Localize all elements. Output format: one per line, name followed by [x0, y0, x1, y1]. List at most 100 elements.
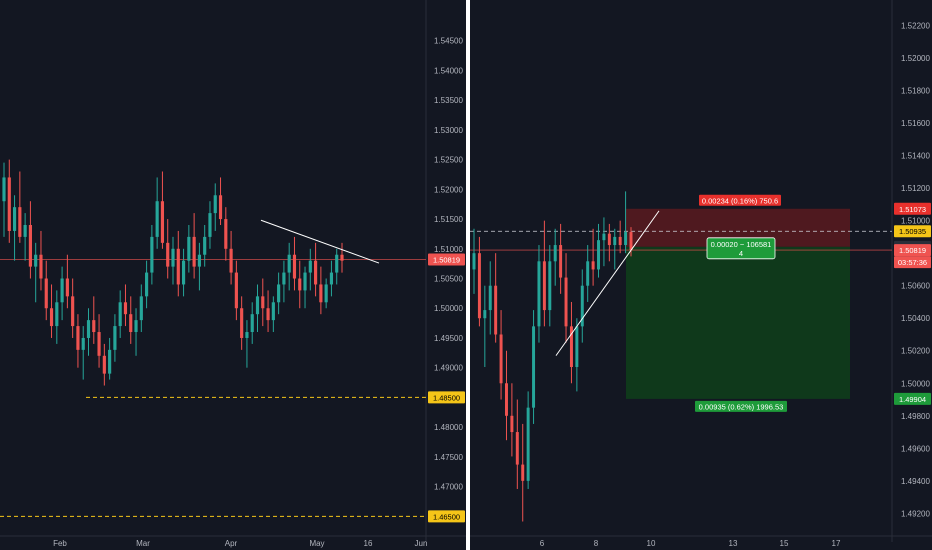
candle[interactable] — [213, 195, 217, 214]
candle[interactable] — [7, 177, 11, 231]
candle[interactable] — [187, 236, 191, 261]
candle[interactable] — [102, 355, 106, 374]
candle[interactable] — [537, 261, 541, 327]
candle[interactable] — [559, 245, 563, 278]
candle[interactable] — [308, 260, 312, 273]
candle[interactable] — [515, 432, 519, 465]
candle[interactable] — [55, 302, 59, 327]
candle[interactable] — [292, 254, 297, 279]
candle[interactable] — [129, 314, 133, 333]
candle[interactable] — [97, 332, 101, 356]
candle[interactable] — [607, 233, 611, 246]
candle[interactable] — [250, 314, 254, 333]
candle[interactable] — [548, 261, 552, 311]
candle[interactable] — [245, 332, 249, 338]
candle[interactable] — [629, 232, 633, 250]
candle[interactable] — [2, 177, 6, 202]
candle[interactable] — [591, 261, 595, 270]
candle[interactable] — [176, 248, 180, 285]
candle[interactable] — [526, 407, 530, 481]
candle[interactable] — [18, 207, 22, 237]
candle[interactable] — [329, 272, 334, 285]
candle[interactable] — [65, 278, 69, 297]
candle[interactable] — [34, 254, 38, 267]
candle[interactable] — [303, 272, 307, 291]
candle[interactable] — [477, 253, 481, 319]
candle[interactable] — [145, 272, 149, 297]
candle[interactable] — [624, 232, 628, 246]
candle[interactable] — [192, 236, 196, 267]
candle[interactable] — [234, 272, 238, 309]
candle[interactable] — [488, 285, 492, 311]
candle[interactable] — [340, 254, 344, 261]
candle[interactable] — [298, 278, 302, 291]
chart-pane-right[interactable]: 1.52200 1.52000 1.51800 1.51600 1.51400 1.512… — [470, 0, 932, 550]
candle[interactable] — [597, 240, 601, 270]
candle[interactable] — [575, 326, 579, 368]
candle[interactable] — [510, 415, 514, 433]
candle[interactable] — [197, 254, 201, 267]
candle[interactable] — [542, 261, 546, 311]
candle[interactable] — [181, 260, 186, 285]
candle[interactable] — [150, 236, 154, 273]
candle[interactable] — [118, 302, 122, 327]
candle[interactable] — [86, 320, 91, 338]
trendline[interactable] — [260, 219, 380, 264]
candle[interactable] — [472, 253, 476, 270]
take-profit-zone[interactable] — [626, 246, 850, 399]
candle[interactable] — [483, 310, 487, 319]
candle[interactable] — [564, 277, 568, 327]
candle[interactable] — [277, 284, 281, 303]
candle[interactable] — [261, 296, 265, 309]
candle[interactable] — [494, 285, 498, 335]
candle[interactable] — [580, 285, 584, 327]
candle[interactable] — [569, 326, 573, 368]
candle[interactable] — [613, 236, 617, 246]
pane-divider[interactable] — [466, 0, 470, 550]
candle[interactable] — [521, 464, 525, 481]
candle[interactable] — [123, 302, 128, 315]
candle[interactable] — [166, 242, 170, 267]
candle[interactable] — [618, 236, 622, 246]
candle[interactable] — [160, 201, 165, 243]
candle[interactable] — [12, 207, 17, 231]
candle[interactable] — [602, 233, 606, 241]
candle[interactable] — [218, 195, 223, 220]
candle[interactable] — [224, 219, 228, 249]
candle[interactable] — [319, 284, 323, 303]
candle[interactable] — [586, 261, 590, 286]
candle[interactable] — [255, 296, 260, 315]
candle[interactable] — [39, 254, 43, 279]
candle[interactable] — [208, 213, 212, 237]
candle[interactable] — [113, 326, 117, 350]
candle[interactable] — [532, 326, 536, 408]
candle[interactable] — [44, 278, 48, 309]
candle[interactable] — [155, 201, 159, 237]
chart-left-canvas[interactable]: 1.54500 1.54000 1.53500 1.53000 1.52500 1.520… — [0, 0, 466, 550]
candle[interactable] — [92, 320, 96, 333]
candle[interactable] — [314, 260, 318, 285]
candle[interactable] — [171, 248, 175, 267]
candle[interactable] — [139, 296, 143, 321]
candle[interactable] — [504, 383, 508, 416]
candle[interactable] — [266, 308, 270, 321]
candle[interactable] — [23, 225, 27, 237]
candle[interactable] — [499, 334, 503, 384]
candle[interactable] — [49, 308, 54, 327]
candle[interactable] — [71, 296, 75, 327]
candle[interactable] — [271, 302, 275, 321]
chart-pane-left[interactable]: 1.54500 1.54000 1.53500 1.53000 1.52500 1.520… — [0, 0, 466, 550]
candle[interactable] — [229, 248, 233, 273]
candle[interactable] — [287, 254, 291, 273]
candle[interactable] — [81, 337, 85, 350]
chart-right-canvas[interactable]: 1.52200 1.52000 1.51800 1.51600 1.51400 1.512… — [470, 0, 932, 550]
candle[interactable] — [28, 225, 32, 267]
candle[interactable] — [240, 308, 244, 338]
candle[interactable] — [203, 236, 207, 255]
candle[interactable] — [134, 320, 138, 333]
candle[interactable] — [553, 245, 557, 262]
candle[interactable] — [60, 278, 64, 303]
trendline[interactable] — [555, 210, 660, 356]
candle[interactable] — [335, 254, 339, 273]
candle[interactable] — [108, 349, 112, 374]
